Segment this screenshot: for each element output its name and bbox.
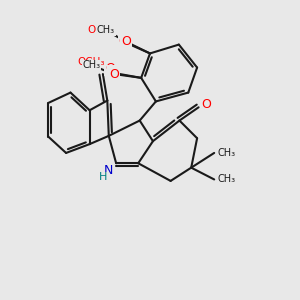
Text: H: H — [99, 172, 107, 182]
Text: O: O — [105, 62, 115, 75]
Text: O: O — [108, 66, 118, 80]
Text: O: O — [121, 35, 131, 48]
Text: OCH₃: OCH₃ — [77, 57, 105, 67]
Text: O: O — [118, 35, 128, 48]
Text: CH₃: CH₃ — [82, 60, 100, 70]
Text: CH₃: CH₃ — [218, 174, 236, 184]
Text: O: O — [109, 68, 119, 80]
Text: CH₃: CH₃ — [96, 25, 114, 35]
Text: O: O — [201, 98, 211, 111]
Text: CH₃: CH₃ — [218, 148, 236, 158]
Text: N: N — [104, 164, 113, 177]
Text: OCH₃: OCH₃ — [88, 25, 115, 35]
